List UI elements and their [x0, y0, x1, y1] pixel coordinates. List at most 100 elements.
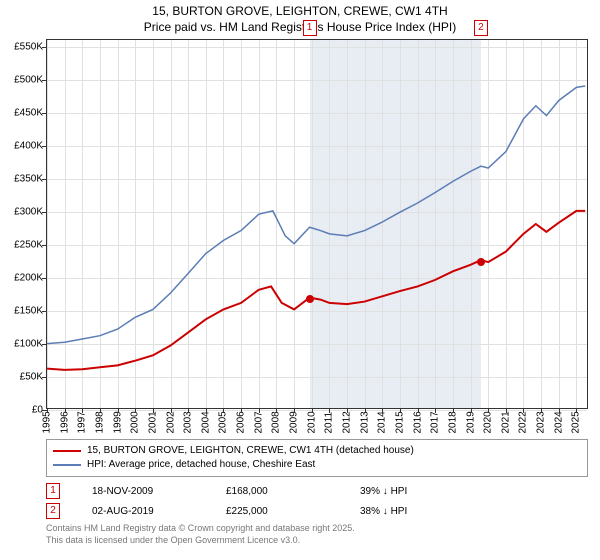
tick-mark-x [241, 408, 242, 413]
x-tick-label: 2024 [553, 411, 564, 433]
y-tick-label: £300K [5, 206, 43, 217]
sales-price: £168,000 [226, 486, 356, 497]
x-tick-label: 2003 [183, 411, 194, 433]
legend-row: HPI: Average price, detached house, Ches… [53, 458, 581, 472]
tick-mark-x [400, 408, 401, 413]
sale-dot [306, 295, 314, 303]
title-line-1: 15, BURTON GROVE, LEIGHTON, CREWE, CW1 4… [4, 4, 596, 20]
footer-line-1: Contains HM Land Registry data © Crown c… [46, 523, 588, 535]
x-tick-label: 1995 [42, 411, 53, 433]
tick-mark-x [347, 408, 348, 413]
y-tick-label: £0 [5, 405, 43, 416]
sale-marker-2: 2 [474, 20, 488, 36]
x-tick-label: 2004 [200, 411, 211, 433]
x-tick-label: 2020 [483, 411, 494, 433]
sales-price: £225,000 [226, 506, 356, 517]
sales-marker: 2 [46, 503, 60, 519]
x-axis: 1995199619971998199920002001200220032004… [47, 410, 587, 438]
tick-mark-x [118, 408, 119, 413]
tick-mark-x [188, 408, 189, 413]
tick-mark-x [541, 408, 542, 413]
x-tick-label: 2021 [500, 411, 511, 433]
legend-row: 15, BURTON GROVE, LEIGHTON, CREWE, CW1 4… [53, 444, 581, 458]
tick-mark-x [559, 408, 560, 413]
tick-mark-x [223, 408, 224, 413]
tick-mark-x [153, 408, 154, 413]
tick-mark-x [312, 408, 313, 413]
sales-row: 1 18-NOV-2009 £168,000 39% ↓ HPI [46, 483, 588, 499]
x-tick-label: 2015 [394, 411, 405, 433]
x-tick-label: 2011 [324, 412, 335, 434]
footer: Contains HM Land Registry data © Crown c… [46, 523, 588, 546]
tick-mark-x [453, 408, 454, 413]
tick-mark-x [418, 408, 419, 413]
title-block: 15, BURTON GROVE, LEIGHTON, CREWE, CW1 4… [4, 4, 596, 35]
sales-date: 02-AUG-2019 [92, 506, 222, 517]
x-tick-label: 2025 [571, 411, 582, 433]
tick-mark-x [523, 408, 524, 413]
y-tick-label: £200K [5, 273, 43, 284]
tick-mark-x [100, 408, 101, 413]
legend-label: 15, BURTON GROVE, LEIGHTON, CREWE, CW1 4… [87, 444, 414, 458]
tick-mark-x [206, 408, 207, 413]
x-tick-label: 2006 [236, 411, 247, 433]
tick-mark-x [65, 408, 66, 413]
title-line-2: Price paid vs. HM Land Registry's House … [4, 20, 596, 36]
y-tick-label: £50K [5, 372, 43, 383]
tick-mark-x [294, 408, 295, 413]
y-tick-label: £350K [5, 173, 43, 184]
y-axis: £0£50K£100K£150K£200K£250K£300K£350K£400… [5, 40, 45, 408]
x-tick-label: 2000 [130, 411, 141, 433]
tick-mark-x [47, 408, 48, 413]
sales-row: 2 02-AUG-2019 £225,000 38% ↓ HPI [46, 503, 588, 519]
chart-container: 15, BURTON GROVE, LEIGHTON, CREWE, CW1 4… [4, 4, 596, 556]
x-tick-label: 2017 [430, 411, 441, 433]
legend-swatch [53, 464, 81, 466]
tick-mark-x [435, 408, 436, 413]
x-tick-label: 2009 [289, 411, 300, 433]
chart-lines [47, 40, 587, 408]
tick-mark-y [42, 278, 47, 279]
tick-mark-y [42, 245, 47, 246]
x-tick-label: 2019 [465, 411, 476, 433]
x-tick-label: 1999 [112, 411, 123, 433]
tick-mark-y [42, 47, 47, 48]
x-tick-label: 2018 [447, 411, 458, 433]
tick-mark-x [135, 408, 136, 413]
tick-mark-x [506, 408, 507, 413]
sales-diff: 38% ↓ HPI [360, 506, 470, 517]
plot-area: £0£50K£100K£150K£200K£250K£300K£350K£400… [46, 39, 588, 409]
x-tick-label: 1998 [94, 411, 105, 433]
sales-table: 1 18-NOV-2009 £168,000 39% ↓ HPI 2 02-AUG-201… [46, 483, 588, 519]
tick-mark-x [259, 408, 260, 413]
x-tick-label: 1996 [59, 411, 70, 433]
x-tick-label: 2012 [342, 411, 353, 433]
sales-marker: 1 [46, 483, 60, 499]
x-tick-label: 1997 [77, 411, 88, 433]
x-tick-label: 2013 [359, 411, 370, 433]
tick-mark-x [488, 408, 489, 413]
tick-mark-x [382, 408, 383, 413]
y-tick-label: £100K [5, 339, 43, 350]
x-tick-label: 2014 [377, 411, 388, 433]
tick-mark-y [42, 146, 47, 147]
tick-mark-y [42, 212, 47, 213]
tick-mark-y [42, 377, 47, 378]
legend-swatch [53, 450, 81, 452]
tick-mark-y [42, 80, 47, 81]
sales-diff: 39% ↓ HPI [360, 486, 470, 497]
legend: 15, BURTON GROVE, LEIGHTON, CREWE, CW1 4… [46, 439, 588, 477]
sale-marker-1: 1 [303, 20, 317, 36]
x-tick-label: 2016 [412, 411, 423, 433]
x-tick-label: 2023 [536, 411, 547, 433]
x-tick-label: 2008 [271, 411, 282, 433]
x-tick-label: 2007 [253, 411, 264, 433]
tick-mark-x [171, 408, 172, 413]
x-tick-label: 2010 [306, 411, 317, 433]
tick-mark-y [42, 113, 47, 114]
x-tick-label: 2002 [165, 411, 176, 433]
legend-label: HPI: Average price, detached house, Ches… [87, 458, 315, 472]
sales-date: 18-NOV-2009 [92, 486, 222, 497]
x-tick-label: 2022 [518, 411, 529, 433]
tick-mark-y [42, 179, 47, 180]
